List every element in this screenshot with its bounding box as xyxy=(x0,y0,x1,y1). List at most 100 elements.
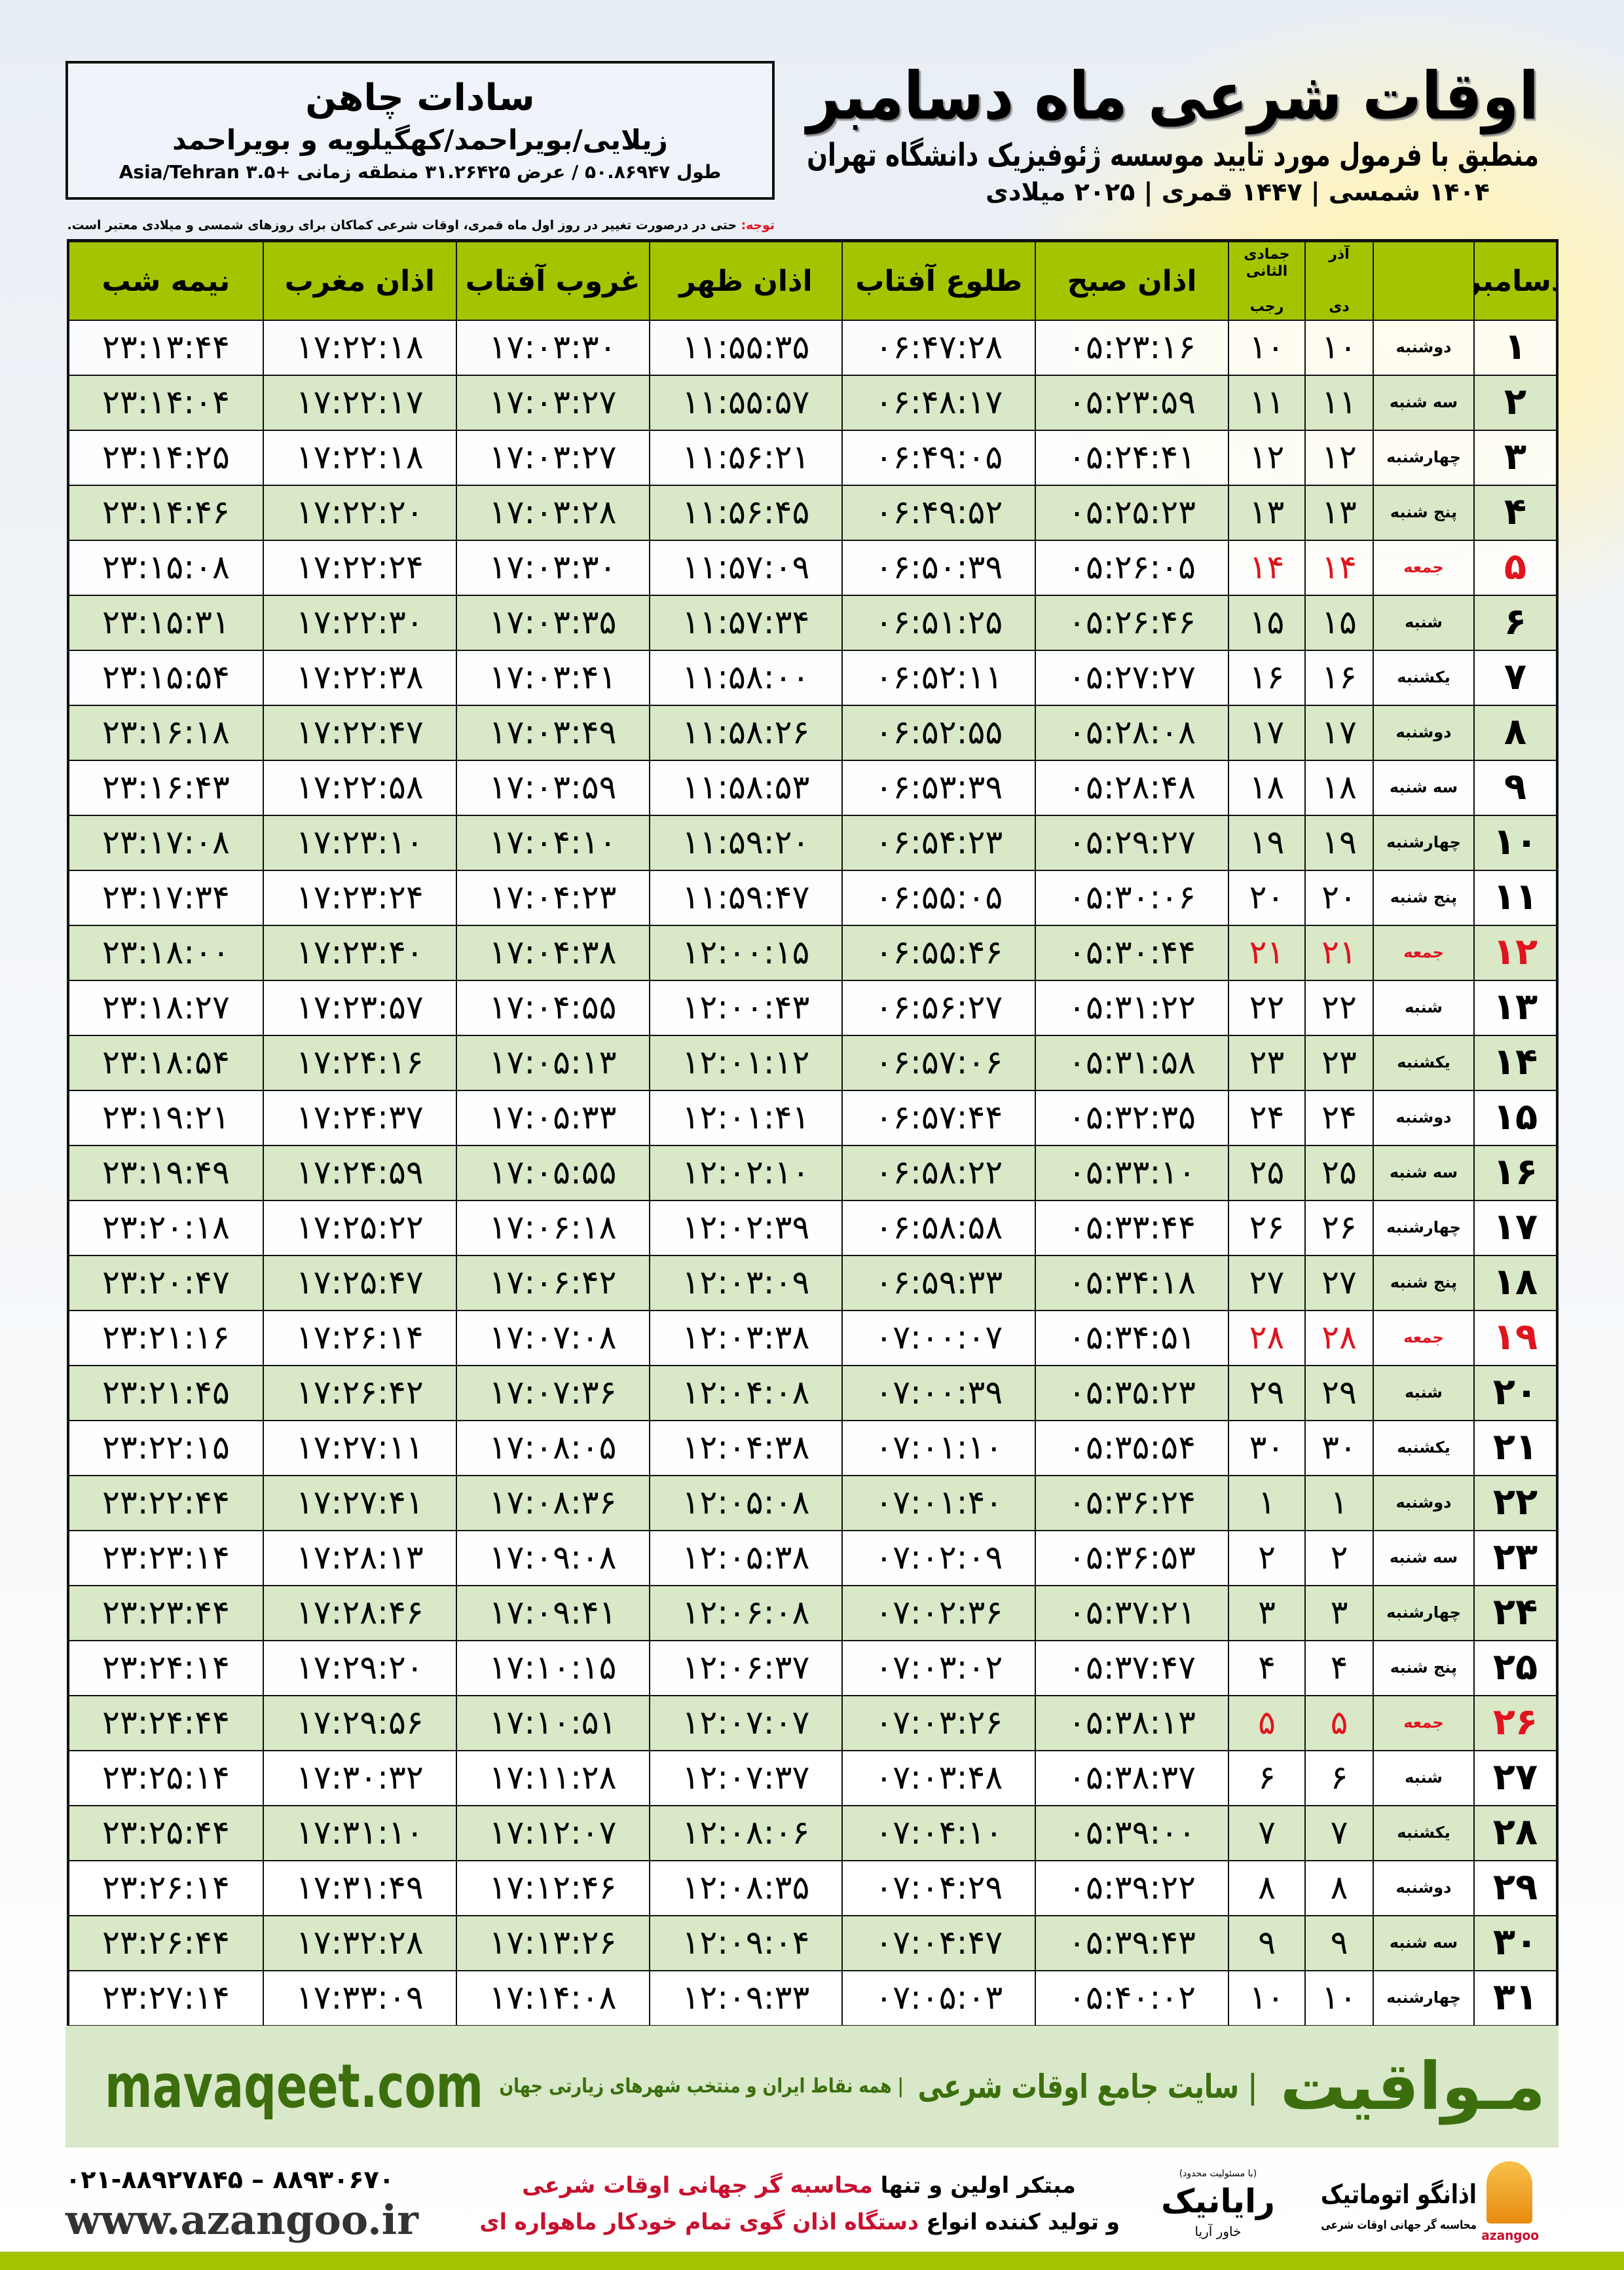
ghorub-time: ۱۷:۱۳:۲۶ xyxy=(455,1916,649,1970)
table-row: ۳۰ سه شنبه ۹ ۹ ۰۵:۳۹:۴۳ ۰۷:۰۴:۴۷ ۱۲:۰۹:۰۴ ۱۷:۱۳… xyxy=(69,1915,1556,1970)
site-url[interactable]: mavaqeet.com xyxy=(105,2051,484,2121)
shamsi-day: ۲۴ xyxy=(1304,1091,1373,1145)
hijri-day: ۹ xyxy=(1228,1916,1304,1970)
maghrib-time: ۱۷:۲۳:۱۰ xyxy=(262,816,456,870)
hijri-day: ۵ xyxy=(1228,1696,1304,1750)
sobh-time: ۰۵:۳۶:۵۳ xyxy=(1035,1531,1228,1585)
zohr-time: ۱۱:۵۵:۵۷ xyxy=(648,376,842,430)
nimeshab-time: ۲۳:۱۵:۵۴ xyxy=(102,658,230,696)
nimeshab-time: ۲۳:۲۳:۴۴ xyxy=(102,1593,230,1631)
weekday: شنبه xyxy=(1373,596,1473,650)
prayer-times-table: دسامبر آذر دی جمادی الثانی رجب اذان صبح طل… xyxy=(67,239,1559,2028)
nimeshab-time: ۲۳:۱۶:۱۸ xyxy=(102,713,230,751)
maghrib-time: ۱۷:۲۶:۱۴ xyxy=(262,1311,456,1365)
sobh-time: ۰۵:۳۱:۵۸ xyxy=(1035,1036,1228,1090)
zohr-time: ۱۱:۵۷:۰۹ xyxy=(648,541,842,595)
zohr-time: ۱۱:۵۹:۲۰ xyxy=(648,816,842,870)
col-hijri: جمادی الثانی رجب xyxy=(1228,242,1304,320)
nimeshab-time: ۲۳:۲۱:۱۶ xyxy=(102,1318,230,1356)
hijri-day: ۲۱ xyxy=(1228,926,1304,980)
ghorub-time: ۱۷:۰۳:۲۷ xyxy=(455,431,649,485)
sobh-time: ۰۵:۳۰:۰۶ xyxy=(1035,871,1228,925)
ghorub-time: ۱۷:۰۳:۲۸ xyxy=(455,486,649,540)
day-number: ۱ xyxy=(1473,321,1556,375)
weekday: پنج شنبه xyxy=(1373,871,1473,925)
hijri-day: ۱۲ xyxy=(1228,431,1304,485)
ghorub-time: ۱۷:۰۷:۳۶ xyxy=(455,1366,649,1420)
hijri-day: ۲۶ xyxy=(1228,1201,1304,1255)
footer-banner: مـواقیت | سایت جامع اوقات شرعی | همه نقا… xyxy=(65,2026,1559,2148)
table-row: ۱۸ پنج شنبه ۲۷ ۲۷ ۰۵:۳۴:۱۸ ۰۶:۵۹:۳۳ ۱۲:۰۳:۰۹ ۱۷… xyxy=(69,1255,1556,1310)
ghorub-time: ۱۷:۱۱:۲۸ xyxy=(455,1751,649,1805)
tolu-time: ۰۶:۴۸:۱۷ xyxy=(841,376,1035,430)
ghorub-time: ۱۷:۰۵:۳۳ xyxy=(455,1091,649,1145)
hijri-day: ۲۲ xyxy=(1228,981,1304,1035)
weekday: دوشنبه xyxy=(1373,1861,1473,1915)
day-number: ۸ xyxy=(1473,706,1556,760)
maghrib-time: ۱۷:۲۲:۵۸ xyxy=(262,761,456,815)
tolu-time: ۰۶:۵۷:۴۴ xyxy=(841,1091,1035,1145)
ghorub-time: ۱۷:۰۵:۵۵ xyxy=(455,1146,649,1200)
promo-line1-highlight: محاسبه گر جهانی اوقات شرعی xyxy=(522,2172,873,2199)
shamsi-day: ۱۰ xyxy=(1304,1971,1373,2025)
location-box: سادات چاهن زیلایی/بویراحمد/کهگیلویه و بو… xyxy=(65,61,775,200)
day-number: ۶ xyxy=(1473,596,1556,650)
weekday: سه شنبه xyxy=(1373,761,1473,815)
col-nimeshab: نیمه شب xyxy=(101,264,231,298)
col-hijri-bottom: رجب xyxy=(1249,299,1284,315)
weekday: دوشنبه xyxy=(1373,1476,1473,1530)
hijri-day: ۱ xyxy=(1228,1476,1304,1530)
hijri-day: ۱۴ xyxy=(1228,541,1304,595)
nimeshab-time: ۲۳:۲۱:۴۵ xyxy=(102,1373,230,1411)
day-number: ۹ xyxy=(1473,761,1556,815)
sobh-time: ۰۵:۳۸:۳۷ xyxy=(1035,1751,1228,1805)
sobh-time: ۰۵:۳۶:۲۴ xyxy=(1035,1476,1228,1530)
nimeshab-time: ۲۳:۲۵:۴۴ xyxy=(102,1814,230,1851)
sobh-time: ۰۵:۳۰:۴۴ xyxy=(1035,926,1228,980)
tolu-time: ۰۷:۰۱:۱۰ xyxy=(841,1421,1035,1475)
col-shamsi-bottom: دی xyxy=(1329,299,1350,315)
maghrib-time: ۱۷:۲۷:۱۱ xyxy=(262,1421,456,1475)
day-number: ۱۲ xyxy=(1473,926,1556,980)
table-row: ۱۳ شنبه ۲۲ ۲۲ ۰۵:۳۱:۲۲ ۰۶:۵۶:۲۷ ۱۲:۰۰:۴۳ ۱۷:۰۴:… xyxy=(69,980,1556,1035)
ghorub-time: ۱۷:۱۰:۱۵ xyxy=(455,1641,649,1695)
table-row: ۲۱ یکشنبه ۳۰ ۳۰ ۰۵:۳۵:۵۴ ۰۷:۰۱:۱۰ ۱۲:۰۴:۳۸ ۱۷:۰… xyxy=(69,1420,1556,1475)
nimeshab-time: ۲۳:۱۵:۳۱ xyxy=(102,603,230,641)
azangoo-en: azangoo xyxy=(1481,2227,1539,2243)
maghrib-time: ۱۷:۲۹:۲۰ xyxy=(262,1641,456,1695)
maghrib-time: ۱۷:۲۹:۵۶ xyxy=(262,1696,456,1750)
sobh-time: ۰۵:۳۹:۴۳ xyxy=(1035,1916,1228,1970)
ghorub-time: ۱۷:۰۴:۵۵ xyxy=(455,981,649,1035)
table-row: ۲۹ دوشنبه ۸ ۸ ۰۵:۳۹:۲۲ ۰۷:۰۴:۲۹ ۱۲:۰۸:۳۵ ۱۷:۱۲:… xyxy=(69,1860,1556,1915)
weekday: جمعه xyxy=(1373,1696,1473,1750)
sobh-time: ۰۵:۲۹:۲۷ xyxy=(1035,816,1228,870)
weekday: یکشنبه xyxy=(1373,1421,1473,1475)
table-row: ۱۵ دوشنبه ۲۴ ۲۴ ۰۵:۳۲:۳۵ ۰۶:۵۷:۴۴ ۱۲:۰۱:۴۱ ۱۷:۰… xyxy=(69,1090,1556,1145)
zohr-time: ۱۱:۵۸:۲۶ xyxy=(648,706,842,760)
note: توجه: حتی در درصورت تغییر در روز اول ماه… xyxy=(67,216,775,234)
shamsi-day: ۱ xyxy=(1304,1476,1373,1530)
tolu-time: ۰۶:۵۳:۳۹ xyxy=(841,761,1035,815)
nimeshab-time: ۲۳:۱۳:۴۴ xyxy=(102,328,230,366)
contact-block: ۰۲۱-۸۸۹۲۷۸۴۵ – ۸۸۹۳۰۶۷۰ www.azangoo.ir xyxy=(65,2163,458,2244)
day-number: ۲۸ xyxy=(1473,1806,1556,1860)
azangoo-url[interactable]: www.azangoo.ir xyxy=(65,2196,418,2244)
weekday: پنج شنبه xyxy=(1373,1641,1473,1695)
ghorub-time: ۱۷:۱۴:۰۸ xyxy=(455,1971,649,2025)
table-row: ۲۰ شنبه ۲۹ ۲۹ ۰۵:۳۵:۲۳ ۰۷:۰۰:۳۹ ۱۲:۰۴:۰۸ ۱۷:۰۷:… xyxy=(69,1365,1556,1420)
day-number: ۲۲ xyxy=(1473,1476,1556,1530)
shamsi-day: ۲۶ xyxy=(1304,1201,1373,1255)
note-text: حتی در درصورت تغییر در روز اول ماه قمری،… xyxy=(67,218,741,233)
tolu-time: ۰۷:۰۱:۴۰ xyxy=(841,1476,1035,1530)
maghrib-time: ۱۷:۲۳:۵۷ xyxy=(262,981,456,1035)
bottom-bar xyxy=(0,2252,1624,2270)
tolu-time: ۰۶:۵۲:۵۵ xyxy=(841,706,1035,760)
nimeshab-time: ۲۳:۲۰:۱۸ xyxy=(102,1208,230,1246)
table-row: ۸ دوشنبه ۱۷ ۱۷ ۰۵:۲۸:۰۸ ۰۶:۵۲:۵۵ ۱۱:۵۸:۲۶ ۱۷:۰۳… xyxy=(69,705,1556,760)
tolu-time: ۰۷:۰۲:۰۹ xyxy=(841,1531,1035,1585)
table-row: ۷ یکشنبه ۱۶ ۱۶ ۰۵:۲۷:۲۷ ۰۶:۵۲:۱۱ ۱۱:۵۸:۰۰ ۱۷:۰۳… xyxy=(69,650,1556,705)
tolu-time: ۰۶:۵۴:۲۳ xyxy=(841,816,1035,870)
nimeshab-time: ۲۳:۲۷:۱۴ xyxy=(102,1979,230,2017)
shamsi-day: ۲ xyxy=(1304,1531,1373,1585)
weekday: یکشنبه xyxy=(1373,651,1473,705)
